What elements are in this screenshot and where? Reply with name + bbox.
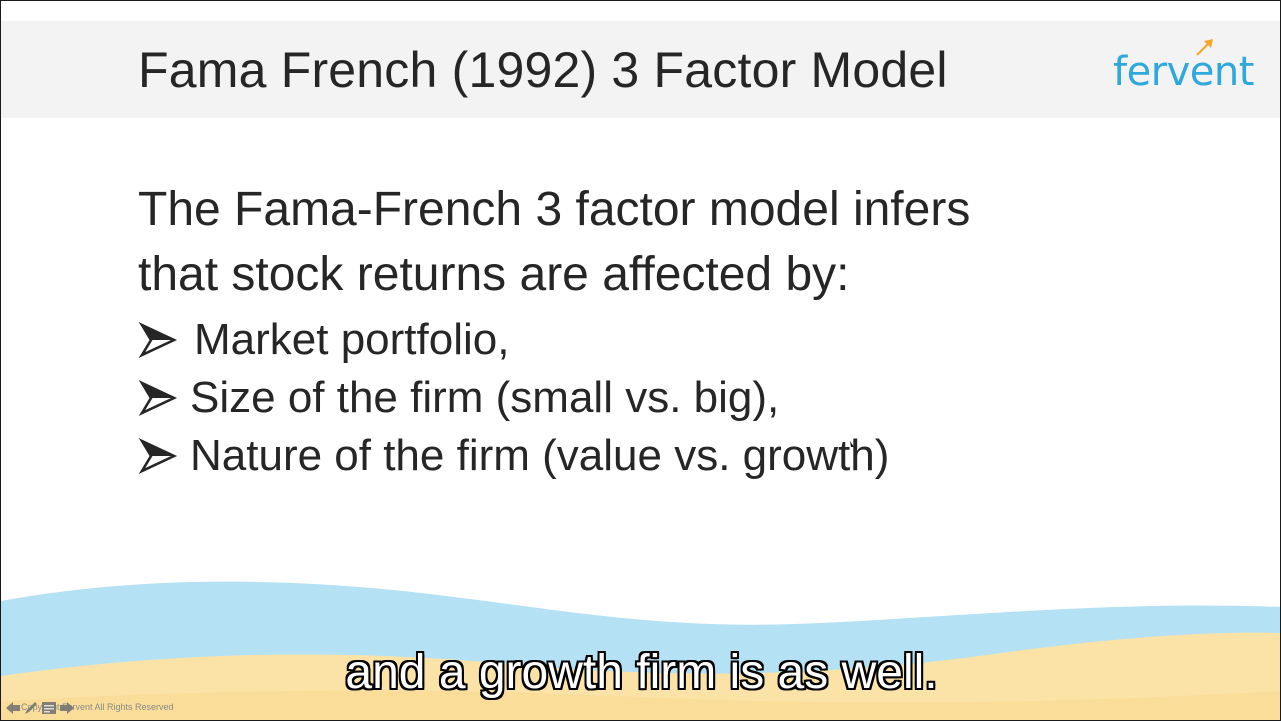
slide-title: Fama French (1992) 3 Factor Model	[138, 42, 948, 98]
pen-icon[interactable]	[23, 700, 39, 716]
arrowhead-icon	[138, 438, 178, 474]
arrowhead-icon	[138, 322, 178, 358]
list-item: Size of the firm (small vs. big),	[138, 369, 889, 427]
menu-icon[interactable]	[41, 700, 57, 716]
mouse-cursor-icon	[850, 441, 854, 447]
list-item: Nature of the firm (value vs. growth)	[138, 427, 889, 485]
video-subtitle: and a growth firm is as well.	[345, 646, 938, 699]
body-line-2: that stock returns are affected by:	[138, 248, 850, 301]
list-item: Market portfolio,	[138, 311, 889, 369]
bullet-text: Market portfolio,	[194, 315, 510, 364]
bullet-text: Size of the firm (small vs. big),	[190, 373, 780, 422]
slide-nav-controls	[5, 699, 75, 717]
body-line-1: The Fama-French 3 factor model infers	[138, 183, 971, 236]
decorative-waves	[1, 581, 1280, 720]
copyright-notice: Copyright Fervent All Rights Reserved	[21, 702, 174, 712]
fervent-logo: fervent	[1113, 39, 1263, 95]
next-slide-icon[interactable]	[59, 700, 75, 716]
previous-slide-icon[interactable]	[5, 700, 21, 716]
logo-text: fervent	[1113, 49, 1254, 95]
arrowhead-icon	[138, 380, 178, 416]
logo-arrow-icon	[1196, 39, 1213, 56]
title-bar	[1, 21, 1280, 118]
slide-body: The Fama-French 3 factor model infers th…	[138, 177, 970, 307]
factor-list: Market portfolio, Size of the firm (smal…	[138, 311, 889, 485]
bullet-text: Nature of the firm (value vs. growth)	[190, 431, 890, 480]
